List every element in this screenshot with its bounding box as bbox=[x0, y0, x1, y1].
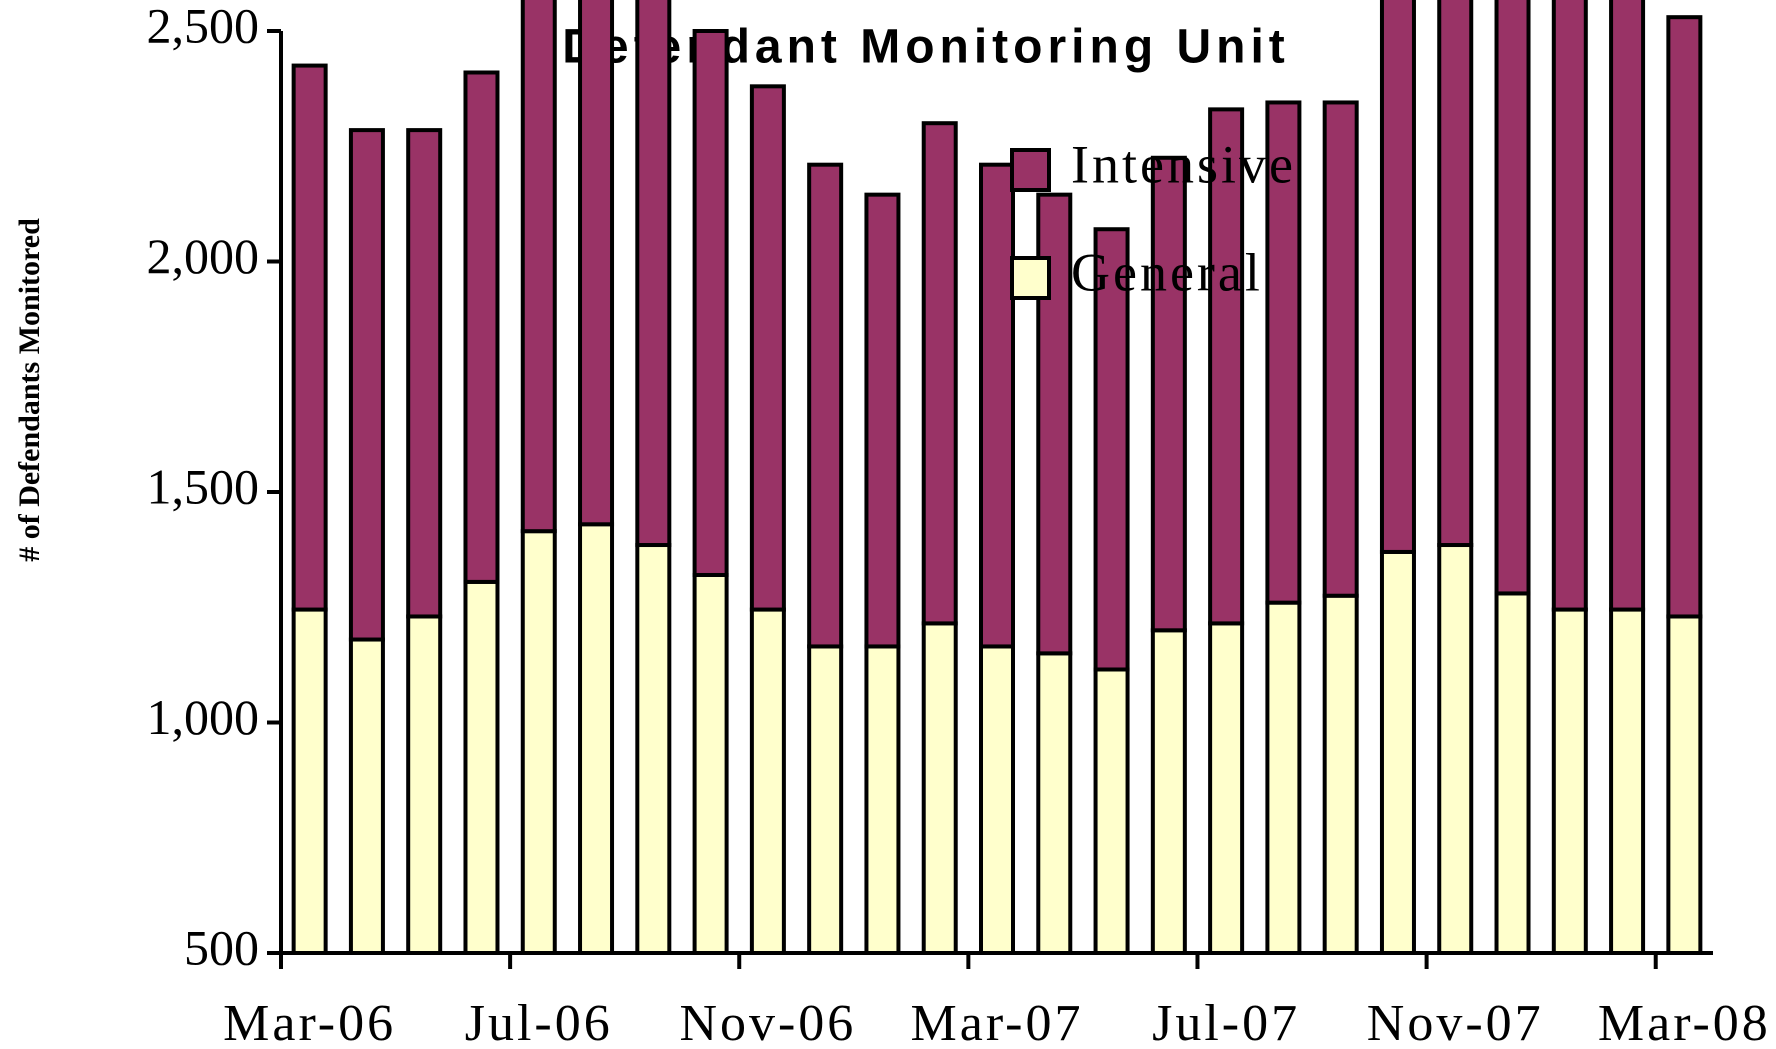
x-tick-label: Nov-06 bbox=[679, 995, 856, 1049]
bar-segment bbox=[1150, 628, 1187, 955]
bar-segment bbox=[979, 162, 1015, 649]
bar-segment bbox=[635, 543, 672, 955]
bar-segment bbox=[921, 621, 958, 955]
legend-swatch bbox=[1010, 148, 1051, 192]
bar-segment bbox=[348, 128, 385, 642]
x-tick-label: Mar-06 bbox=[223, 995, 396, 1049]
bar-segment bbox=[1437, 543, 1474, 955]
bar-segment bbox=[1322, 100, 1359, 598]
bar-segment bbox=[1322, 593, 1359, 955]
bar-segment bbox=[1437, 0, 1474, 548]
x-tick-label: Mar-08 bbox=[1598, 995, 1771, 1049]
bar-segment bbox=[749, 607, 786, 955]
x-tick-label: Nov-07 bbox=[1367, 995, 1544, 1049]
y-tick-label: 1,000 bbox=[147, 689, 260, 745]
bar-segment bbox=[1666, 15, 1703, 619]
bar-segment bbox=[864, 192, 901, 649]
bar-segment bbox=[1379, 0, 1416, 554]
bar-segment bbox=[749, 84, 786, 612]
bar-segment bbox=[520, 0, 557, 534]
bar-segment bbox=[348, 637, 385, 956]
bar-segment bbox=[921, 121, 958, 626]
y-tick-label: 1,500 bbox=[147, 458, 260, 514]
bar-segment bbox=[463, 579, 500, 956]
bar-segment bbox=[1208, 107, 1245, 626]
bar-segment bbox=[1666, 614, 1703, 955]
bar-segment bbox=[864, 644, 901, 955]
bar-segment bbox=[578, 522, 615, 956]
bar-segment bbox=[291, 607, 328, 955]
y-tick-label: 500 bbox=[184, 919, 259, 975]
bar-segment bbox=[1036, 651, 1073, 955]
bar-segment bbox=[807, 162, 844, 649]
bar-segment bbox=[1093, 227, 1130, 672]
y-axis-label: # of Defendants Monitored bbox=[13, 218, 46, 562]
bar-segment bbox=[1208, 621, 1245, 955]
bar-segment bbox=[807, 644, 844, 955]
bar-segment bbox=[979, 644, 1015, 955]
bar-segment bbox=[1494, 591, 1531, 955]
bar-segment bbox=[1609, 607, 1646, 955]
bar-segment bbox=[1379, 549, 1416, 955]
chart-title: Defendant Monitoring Unit bbox=[562, 21, 1290, 74]
legend-swatch bbox=[1010, 256, 1051, 300]
y-tick-label: 2,000 bbox=[147, 228, 260, 284]
bar-segment bbox=[692, 572, 729, 955]
bar-segment bbox=[463, 70, 500, 584]
bar-segment bbox=[1265, 600, 1302, 955]
y-tick-label: 2,500 bbox=[147, 0, 260, 53]
bar-segment bbox=[1265, 100, 1302, 605]
bar-segment bbox=[406, 614, 443, 955]
x-tick-label: Mar-07 bbox=[911, 995, 1084, 1049]
bar-segment bbox=[578, 0, 615, 527]
bar-segment bbox=[1609, 0, 1646, 612]
bar-segment bbox=[635, 0, 672, 548]
bar-segment bbox=[1494, 0, 1531, 596]
bar-segment bbox=[406, 128, 443, 619]
bar-segment bbox=[692, 29, 729, 577]
bar-segment bbox=[520, 529, 557, 955]
bar-segment bbox=[291, 63, 328, 612]
bar-segment bbox=[1551, 607, 1588, 955]
x-tick-label: Jul-06 bbox=[465, 995, 613, 1049]
bar-segment bbox=[1150, 155, 1187, 633]
legend-label: Intensive bbox=[1071, 134, 1296, 194]
x-tick-label: Jul-07 bbox=[1152, 995, 1300, 1049]
bar-segment bbox=[1093, 667, 1130, 955]
legend-label: General bbox=[1071, 242, 1263, 302]
bar-segment bbox=[1551, 0, 1588, 612]
